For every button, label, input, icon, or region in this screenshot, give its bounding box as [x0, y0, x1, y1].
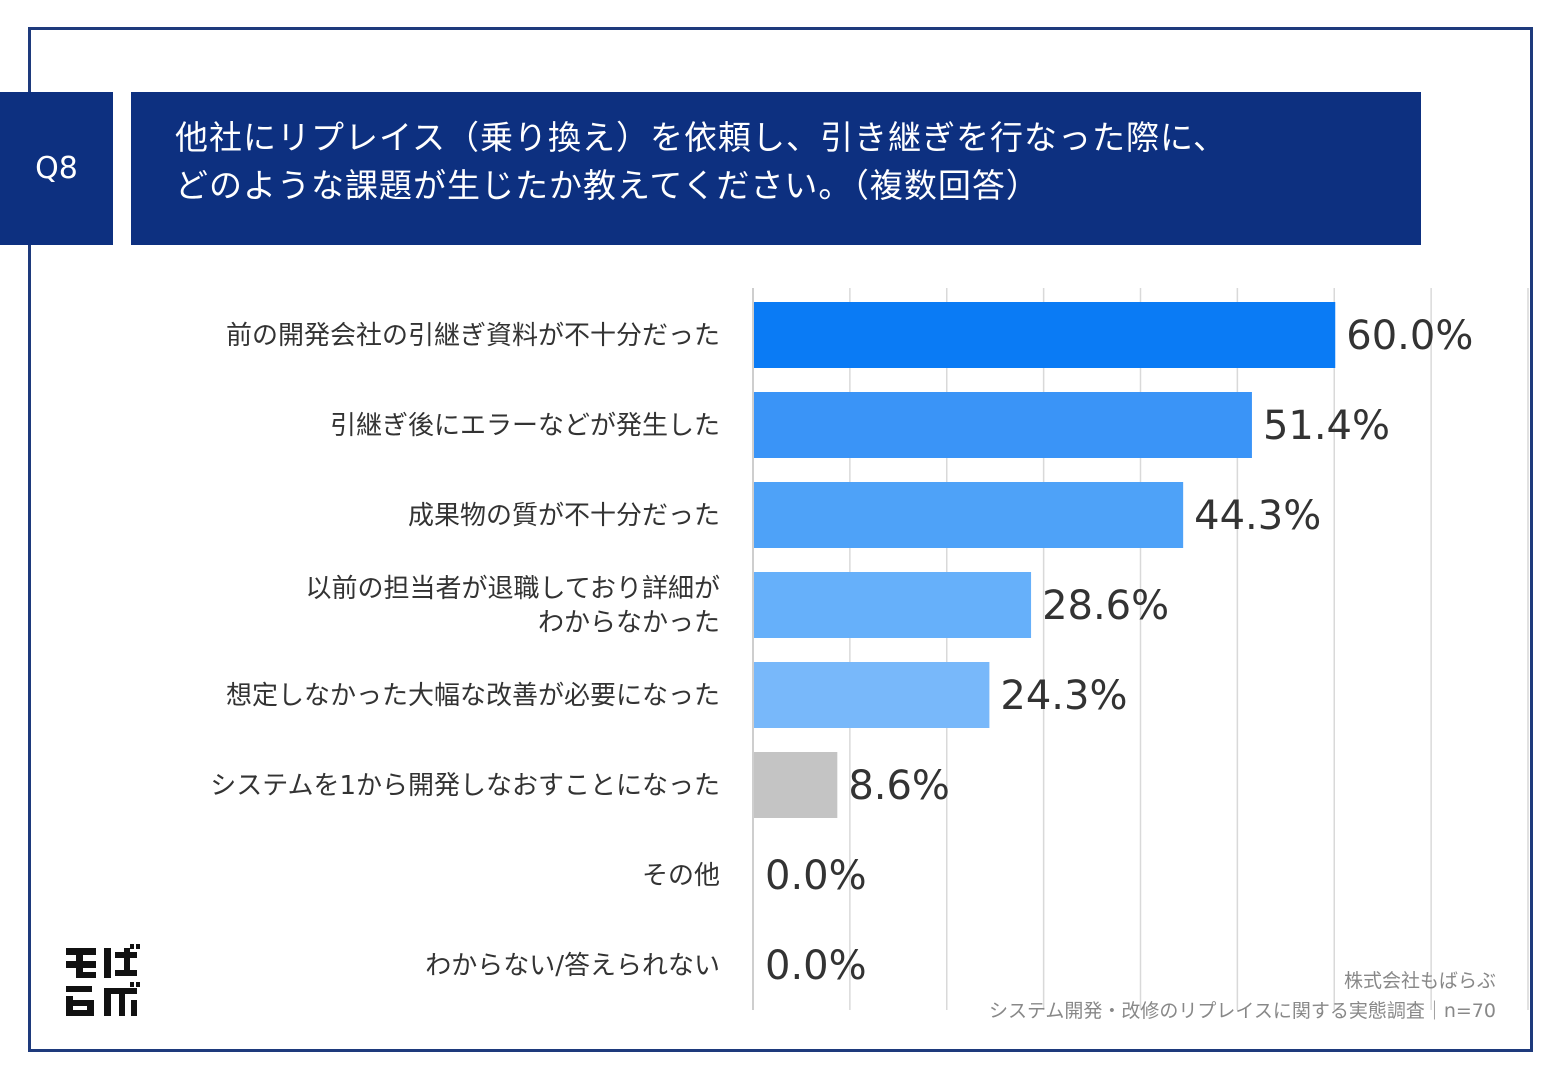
data-label: 44.3%: [1194, 493, 1321, 539]
question-title-box: 他社にリプレイス（乗り換え）を依頼し、引き継ぎを行なった際に、 どのような課題が…: [131, 92, 1421, 245]
question-title-line-1: 他社にリプレイス（乗り換え）を依頼し、引き継ぎを行なった際に、: [175, 118, 1228, 157]
category-label: その他: [642, 861, 720, 891]
question-number: Q8: [35, 151, 78, 186]
source-company: 株式会社もばらぶ: [1343, 970, 1496, 992]
data-label: 8.6%: [848, 763, 950, 809]
bar: [754, 482, 1184, 548]
data-label: 0.0%: [765, 853, 867, 899]
bar: [754, 662, 990, 728]
question-title-line-2: どのような課題が生じたか教えてください。（複数回答）: [175, 166, 1040, 205]
data-label: 0.0%: [765, 943, 867, 989]
data-label: 28.6%: [1042, 583, 1169, 629]
bar: [754, 752, 838, 818]
category-label: システムを1から開発しなおすことになった: [210, 771, 720, 801]
category-label: わからなかった: [538, 608, 720, 638]
bar: [754, 302, 1336, 368]
category-label: 以前の担当者が退職しており詳細が: [306, 574, 720, 604]
category-label: 成果物の質が不十分だった: [408, 501, 720, 531]
data-label: 24.3%: [1000, 673, 1127, 719]
source-note: 株式会社もばらぶ システム開発・改修のリプレイスに関する実態調査｜n=70: [989, 966, 1496, 1026]
category-label: わからない/答えられない: [425, 951, 720, 981]
category-label: 想定しなかった大幅な改善が必要になった: [226, 681, 720, 711]
data-label: 60.0%: [1346, 313, 1473, 359]
bar: [754, 392, 1252, 458]
data-label: 51.4%: [1263, 403, 1390, 449]
category-label: 引継ぎ後にエラーなどが発生した: [330, 411, 720, 441]
bar: [754, 572, 1032, 638]
source-survey: システム開発・改修のリプレイスに関する実態調査｜n=70: [988, 1000, 1496, 1022]
mobalab-logo: [66, 944, 140, 1016]
category-label: 前の開発会社の引継ぎ資料が不十分だった: [226, 321, 720, 351]
question-number-badge: Q8: [0, 92, 113, 245]
outer-frame: [28, 27, 1533, 1052]
